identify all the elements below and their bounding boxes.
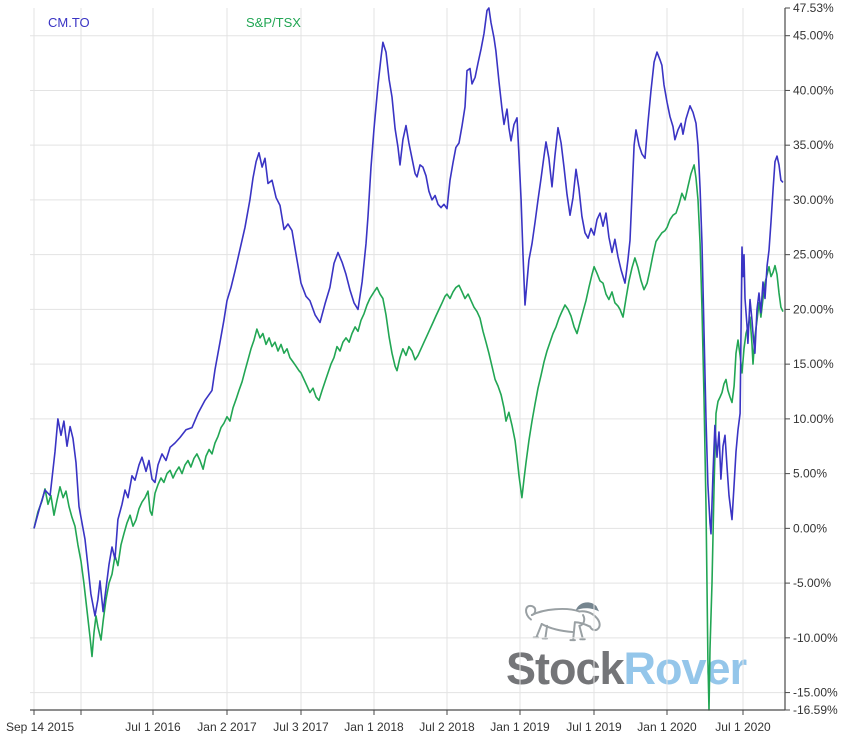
dog-logo-icon [525, 602, 601, 642]
legend-item-cmto[interactable]: CM.TO [48, 15, 90, 30]
y-tick-label: -15.00% [793, 686, 838, 700]
y-tick-label: 10.00% [793, 412, 834, 426]
y-tick-label: -16.59% [793, 703, 838, 717]
legend-item-sptsx[interactable]: S&P/TSX [246, 15, 301, 30]
y-tick-label: 20.00% [793, 302, 834, 316]
watermark-text: StockRover [506, 643, 748, 694]
y-tick-label: 15.00% [793, 357, 834, 371]
x-tick-label: Jan 1 2018 [344, 720, 404, 734]
x-tick-label: Sep 14 2015 [6, 720, 74, 734]
x-tick-label: Jan 2 2017 [197, 720, 257, 734]
x-tick-label: Jan 1 2019 [490, 720, 550, 734]
y-tick-label: -10.00% [793, 631, 838, 645]
x-tick-label: Jul 1 2016 [125, 720, 181, 734]
y-tick-label: 47.53% [793, 1, 834, 15]
series-line-s-p-tsx[interactable] [33, 164, 784, 711]
x-tick-label: Jan 1 2020 [637, 720, 697, 734]
watermark-rover: Rover [623, 643, 748, 694]
y-tick-label: 0.00% [793, 521, 827, 535]
watermark-stock: Stock [506, 643, 625, 694]
series-line-cm-to[interactable] [33, 7, 784, 617]
stockrover-watermark: StockRover [502, 598, 752, 698]
x-tick-label: Jul 2 2018 [419, 720, 475, 734]
x-tick-label: Jul 1 2020 [715, 720, 771, 734]
y-tick-label: 35.00% [793, 138, 834, 152]
y-tick-label: 5.00% [793, 467, 827, 481]
x-tick-label: Jul 3 2017 [273, 720, 329, 734]
y-tick-label: 40.00% [793, 83, 834, 97]
y-tick-label: 30.00% [793, 193, 834, 207]
y-tick-label: 25.00% [793, 248, 834, 262]
y-tick-label: -5.00% [793, 576, 831, 590]
y-tick-label: 45.00% [793, 29, 834, 43]
x-tick-label: Jul 1 2019 [566, 720, 622, 734]
